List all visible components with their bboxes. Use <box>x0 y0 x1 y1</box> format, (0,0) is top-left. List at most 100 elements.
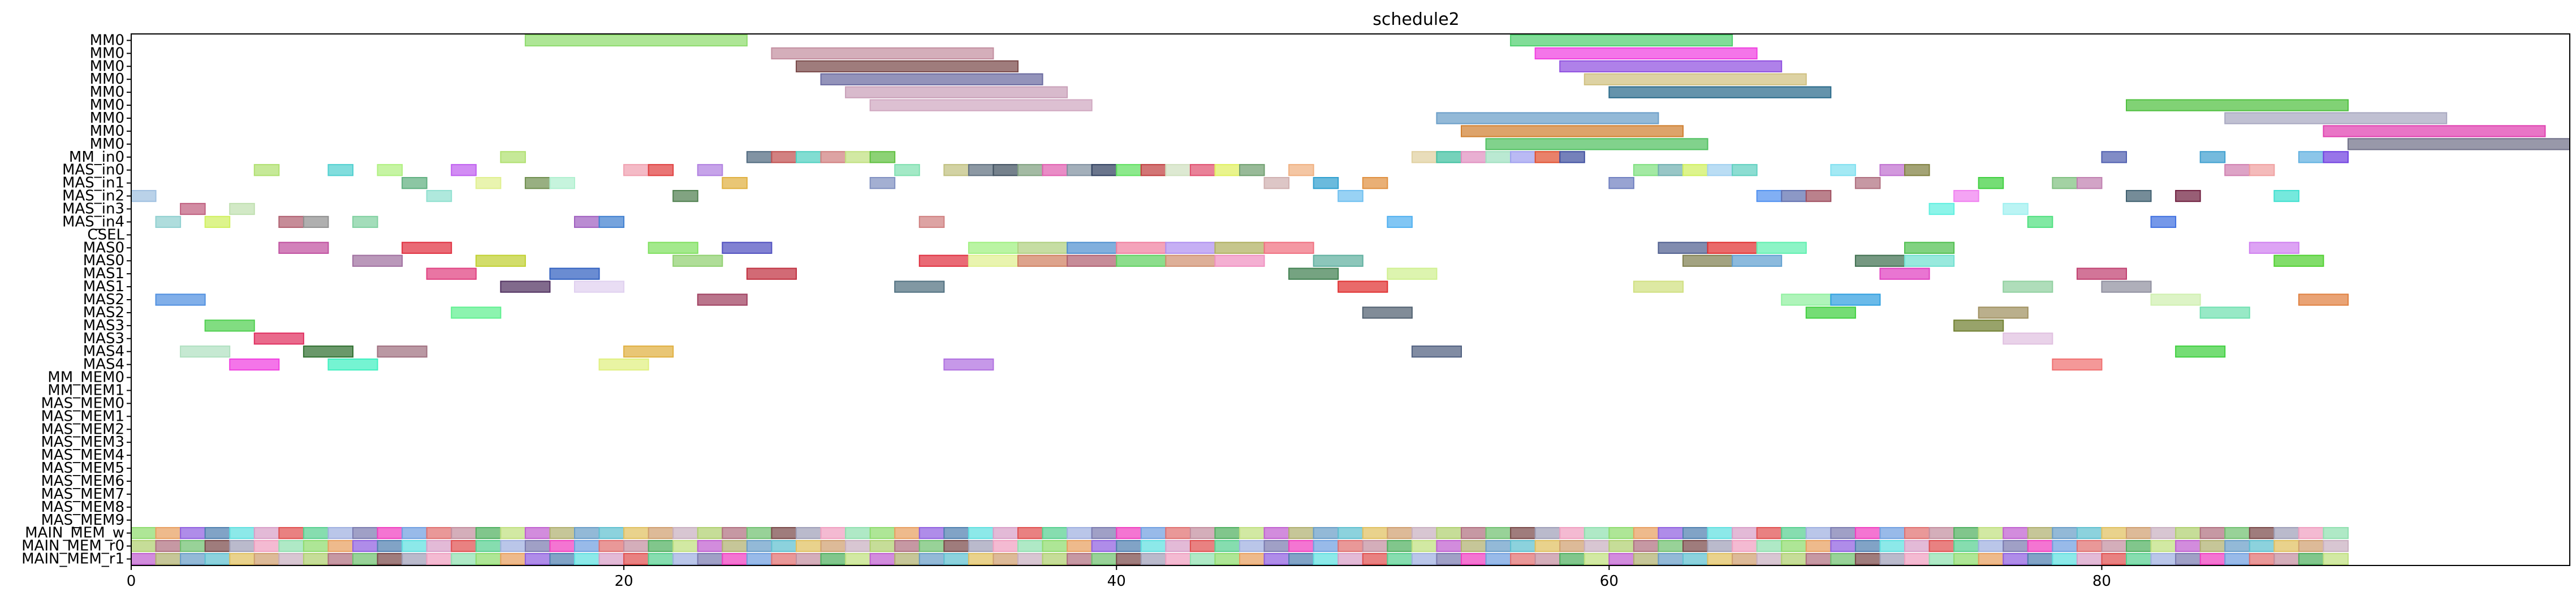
memory-slot-bar <box>2298 527 2324 539</box>
memory-slot-bar <box>1337 527 1363 539</box>
y-tick-label: MM0 <box>90 32 124 49</box>
bars-layer <box>131 34 2570 565</box>
schedule-bar <box>746 151 773 163</box>
x-axis: 0 20 40 60 80 <box>127 565 2111 590</box>
schedule-bar <box>1830 293 1881 306</box>
schedule-bar <box>1362 306 1413 319</box>
schedule-bar <box>1165 241 1216 254</box>
memory-slot-bar <box>1608 539 1634 552</box>
y-tick-label: MAIN_MEM_r0 <box>21 538 124 555</box>
schedule-bar <box>2150 215 2177 228</box>
memory-slot-bar <box>574 552 600 565</box>
memory-slot-bar <box>1189 527 1216 539</box>
memory-slot-bar <box>1953 539 1979 552</box>
memory-slot-bar <box>1928 539 1955 552</box>
schedule-bar <box>968 164 994 176</box>
memory-slot-bar <box>894 539 920 552</box>
memory-slot-bar <box>796 527 822 539</box>
memory-slot-bar <box>1313 552 1339 565</box>
schedule-bar <box>2052 177 2078 189</box>
x-tick-label: 20 <box>615 573 633 590</box>
memory-slot-bar <box>1387 552 1413 565</box>
memory-slot-bar <box>1707 539 1733 552</box>
memory-slot-bar <box>820 539 847 552</box>
memory-slot-bar <box>229 527 255 539</box>
memory-slot-bar <box>993 539 1019 552</box>
memory-slot-bar <box>2298 552 2324 565</box>
memory-slot-bar <box>1854 552 1881 565</box>
memory-slot-bar <box>131 527 157 539</box>
schedule-bar <box>1904 254 1955 267</box>
schedule-bar <box>894 280 945 293</box>
y-tick-label: MM_in0 <box>69 149 124 166</box>
schedule-bar <box>1854 177 1881 189</box>
memory-slot-bar <box>1928 527 1955 539</box>
schedule-bar <box>1017 241 1068 254</box>
memory-slot-bar <box>1756 527 1783 539</box>
memory-slot-bar <box>2273 552 2299 565</box>
memory-slot-bar <box>1805 527 1832 539</box>
schedule-bar <box>475 177 502 189</box>
y-tick-label: MAS_in4 <box>62 213 124 230</box>
schedule-bar <box>1042 164 1068 176</box>
schedule-bar <box>1411 345 1462 358</box>
schedule-bar <box>2076 177 2103 189</box>
memory-slot-bar <box>1608 527 1634 539</box>
memory-slot-bar <box>2052 527 2078 539</box>
memory-slot-bar <box>1707 527 1733 539</box>
memory-slot-bar <box>869 539 896 552</box>
memory-slot-bar <box>377 539 403 552</box>
y-tick-label: MAS4 <box>83 356 124 373</box>
memory-slot-bar <box>1781 552 1807 565</box>
y-tick-label: MAS_MEM9 <box>41 512 124 529</box>
memory-slot-bar <box>697 527 723 539</box>
memory-slot-bar <box>1461 552 1487 565</box>
memory-slot-bar <box>2052 539 2078 552</box>
schedule-bar <box>943 164 969 176</box>
schedule-bar <box>2224 112 2448 124</box>
schedule-bar <box>303 345 354 358</box>
memory-slot-bar <box>1830 539 1856 552</box>
memory-slot-bar <box>1658 552 1684 565</box>
memory-slot-bar <box>2273 539 2299 552</box>
memory-slot-bar <box>1978 552 2004 565</box>
memory-slot-bar <box>1732 539 1758 552</box>
schedule-bar <box>500 151 526 163</box>
schedule-bar <box>869 151 896 163</box>
y-tick-label: MAS_MEM1 <box>41 408 124 425</box>
schedule-bar <box>180 202 206 215</box>
schedule-bar <box>1214 241 1265 254</box>
schedule-bar <box>1263 241 1314 254</box>
schedule-bar <box>918 215 945 228</box>
schedule-bar <box>1165 164 1191 176</box>
memory-slot-bar <box>278 552 304 565</box>
schedule-bar <box>377 345 428 358</box>
memory-slot-bar <box>672 539 698 552</box>
y-tick-label: MAS1 <box>83 265 124 282</box>
schedule-bar <box>1017 164 1043 176</box>
schedule-bar <box>1313 254 1363 267</box>
y-tick-label: MM0 <box>90 71 124 88</box>
schedule-bar <box>820 73 1043 85</box>
schedule-bar <box>2273 254 2324 267</box>
schedule-bar <box>2003 202 2029 215</box>
schedule-bar <box>2298 293 2349 306</box>
memory-slot-bar <box>352 527 378 539</box>
schedule-bar <box>968 254 1019 267</box>
memory-slot-bar <box>500 539 526 552</box>
memory-slot-bar <box>402 527 428 539</box>
memory-slot-bar <box>1559 527 1585 539</box>
schedule-bar <box>1978 306 2029 319</box>
memory-slot-bar <box>1288 552 1314 565</box>
schedule-bar <box>1830 164 1856 176</box>
x-tick-label: 0 <box>127 573 136 590</box>
memory-slot-bar <box>1411 552 1438 565</box>
schedule-bar <box>2249 241 2299 254</box>
memory-slot-bar <box>820 552 847 565</box>
schedule-bar <box>623 345 674 358</box>
memory-slot-bar <box>943 539 969 552</box>
memory-slot-bar <box>845 539 871 552</box>
memory-slot-bar <box>352 552 378 565</box>
y-tick-label: MAS_MEM8 <box>41 499 124 516</box>
